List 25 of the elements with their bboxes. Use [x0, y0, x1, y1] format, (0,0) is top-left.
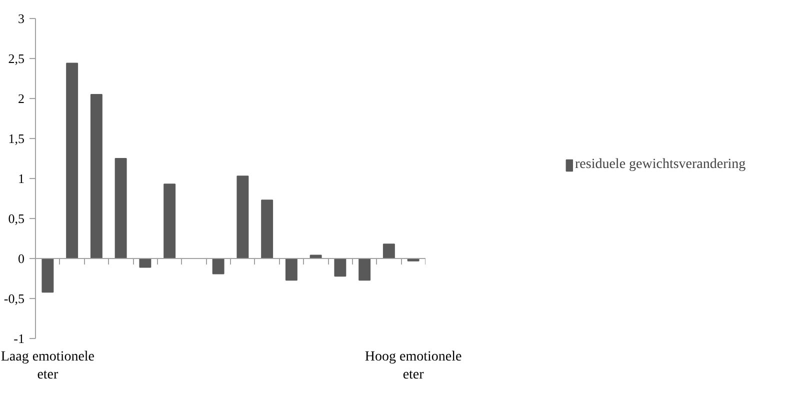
bar: [285, 258, 298, 281]
y-tick-label: 3: [18, 11, 24, 26]
legend-label: residuele gewichtsverandering: [575, 157, 746, 173]
bar: [382, 244, 395, 259]
y-tick-label: 2,5: [8, 51, 24, 66]
bar: [66, 62, 78, 259]
bar: [139, 258, 152, 268]
x-tick-label: Laag emotionele eter: [0, 350, 95, 382]
bar: [114, 158, 127, 259]
bar: [212, 258, 224, 274]
y-tick-label: -0,5: [4, 291, 25, 306]
bar: [42, 258, 54, 293]
y-tick-label: -1: [14, 331, 25, 346]
bar: [261, 200, 274, 259]
bar: [164, 184, 176, 259]
y-tick-label: 1: [18, 171, 24, 186]
bar: [90, 94, 102, 259]
bar: [334, 258, 346, 277]
y-tick-label: 0,5: [8, 211, 24, 226]
y-tick-label: 0: [18, 251, 24, 266]
bar: [236, 176, 249, 259]
y-tick-label: 1,5: [8, 131, 24, 146]
x-tick-label: Hoog emotionele eter: [364, 350, 462, 382]
bar: [358, 258, 371, 281]
y-tick-label: 2: [18, 91, 24, 106]
